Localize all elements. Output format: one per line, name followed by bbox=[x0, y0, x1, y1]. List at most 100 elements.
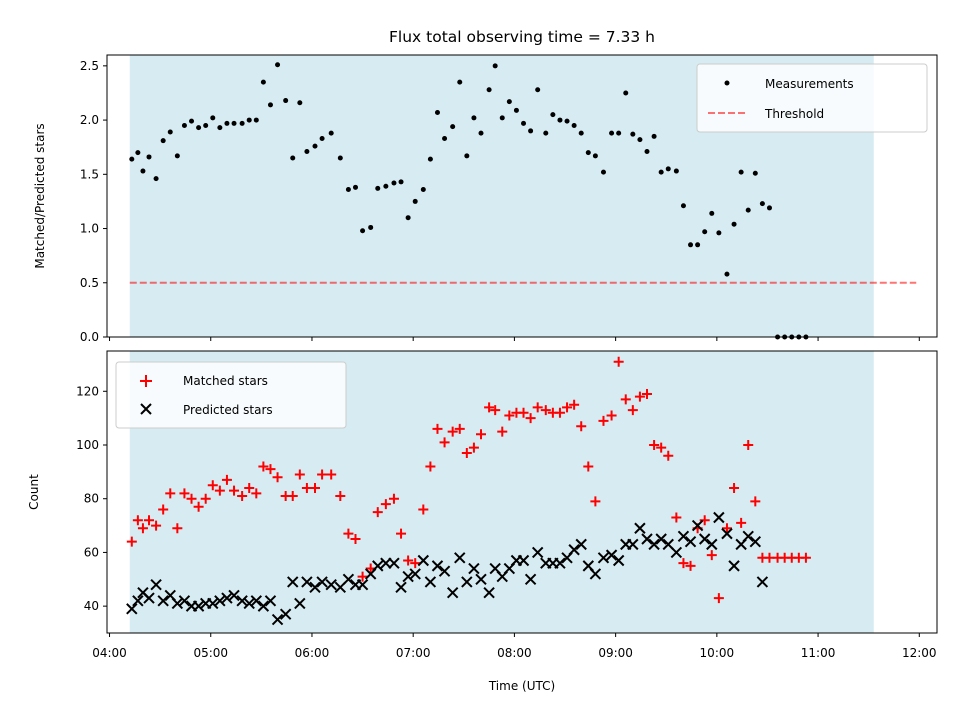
measurement-point bbox=[535, 87, 541, 93]
matched-star-marker bbox=[326, 469, 337, 480]
measurement-point bbox=[609, 130, 615, 136]
matched-star-marker bbox=[518, 407, 529, 418]
measurement-point bbox=[140, 168, 146, 174]
measurement-point bbox=[578, 130, 584, 136]
matched-star-marker bbox=[396, 528, 407, 539]
measurement-point bbox=[528, 128, 534, 134]
matched-star-marker bbox=[721, 523, 732, 534]
measurement-point bbox=[471, 115, 477, 121]
measurement-point bbox=[688, 242, 694, 248]
measurement-point bbox=[153, 176, 159, 182]
measurement-point bbox=[738, 169, 744, 175]
matched-star-marker bbox=[244, 482, 255, 493]
measurement-point bbox=[644, 149, 650, 155]
measurement-point bbox=[585, 150, 591, 156]
measurement-point bbox=[328, 130, 334, 136]
measurement-point bbox=[658, 169, 664, 175]
top-legend-box bbox=[696, 63, 928, 133]
measurement-point bbox=[189, 118, 195, 124]
matched-star-marker bbox=[132, 515, 143, 526]
top-ytick-label: 0.0 bbox=[80, 330, 99, 344]
matched-star-marker bbox=[403, 555, 414, 566]
predicted-star-marker bbox=[316, 576, 328, 588]
matched-star-marker bbox=[179, 488, 190, 499]
predicted-star-marker bbox=[749, 535, 762, 548]
measurement-point bbox=[434, 109, 440, 115]
predicted-star-marker bbox=[706, 538, 718, 551]
legend-marker-measurements bbox=[724, 80, 730, 86]
matched-star-marker bbox=[671, 512, 682, 523]
measurement-point bbox=[442, 136, 448, 142]
matched-star-marker bbox=[350, 534, 361, 544]
measurement-point bbox=[731, 221, 737, 227]
predicted-star-marker bbox=[409, 568, 421, 580]
predicted-star-marker bbox=[634, 522, 646, 534]
matched-star-marker bbox=[251, 488, 262, 499]
matched-star-marker bbox=[214, 485, 225, 496]
measurement-point bbox=[167, 129, 173, 135]
matched-star-marker bbox=[685, 560, 696, 571]
measurement-point bbox=[290, 155, 296, 161]
measurement-point bbox=[651, 133, 657, 139]
predicted-star-marker bbox=[257, 600, 270, 612]
matched-star-marker bbox=[525, 413, 536, 424]
top-panel: 0.0 0.5 1.0 1.5 2.0 2.5 Matched/Predicted sta… bbox=[33, 54, 938, 344]
legend-marker-matched-stars bbox=[140, 375, 152, 387]
measurement-point bbox=[513, 107, 519, 113]
legend-label-measurements: Measurements bbox=[765, 77, 854, 91]
matched-star-marker bbox=[490, 405, 501, 416]
predicted-star-marker bbox=[279, 608, 292, 620]
measurement-point bbox=[253, 117, 259, 123]
matched-star-marker bbox=[649, 440, 660, 450]
predicted-star-marker bbox=[713, 511, 725, 524]
predicted-star-marker bbox=[554, 557, 566, 569]
xtick-label: 09:00 bbox=[598, 646, 633, 660]
matched-star-marker bbox=[221, 474, 232, 485]
matched-star-marker bbox=[158, 504, 169, 515]
measurement-point bbox=[506, 99, 512, 105]
xtick-label: 10:00 bbox=[700, 646, 735, 660]
predicted-star-marker bbox=[287, 576, 299, 588]
measurement-point bbox=[521, 120, 527, 126]
bottom-ytick-label: 40 bbox=[84, 599, 99, 613]
matched-star-marker bbox=[634, 391, 645, 402]
predicted-star-marker bbox=[388, 557, 400, 569]
predicted-star-marker bbox=[143, 592, 155, 604]
predicted-star-marker bbox=[294, 597, 306, 610]
predicted-star-marker bbox=[575, 538, 587, 551]
measurement-point bbox=[146, 154, 152, 160]
measurement-point bbox=[181, 123, 187, 128]
matched-star-marker bbox=[193, 501, 204, 512]
matched-star-marker bbox=[200, 493, 211, 504]
predicted-star-marker bbox=[132, 595, 144, 607]
matched-star-marker bbox=[186, 493, 197, 504]
predicted-star-marker bbox=[309, 581, 321, 594]
predicted-star-marker bbox=[612, 554, 625, 567]
predicted-star-marker bbox=[648, 538, 660, 551]
bottom-legend-box bbox=[115, 361, 347, 429]
measurement-point bbox=[375, 185, 381, 191]
top-legend: Measurements Threshold bbox=[696, 63, 928, 133]
predicted-star-marker bbox=[126, 603, 138, 615]
predicted-star-marker bbox=[356, 578, 369, 591]
matched-star-marker bbox=[461, 448, 472, 459]
measurement-point bbox=[196, 125, 202, 131]
predicted-star-marker bbox=[597, 552, 610, 564]
predicted-star-marker bbox=[342, 573, 355, 585]
predicted-star-marker bbox=[380, 557, 392, 569]
measurement-point bbox=[391, 180, 397, 186]
measurement-point bbox=[283, 98, 289, 104]
matched-star-marker bbox=[598, 415, 609, 426]
predicted-star-marker bbox=[728, 560, 740, 572]
measurement-point bbox=[695, 242, 701, 248]
measurement-point bbox=[297, 100, 303, 106]
predicted-star-marker bbox=[192, 600, 205, 612]
measurement-point bbox=[550, 112, 556, 118]
matched-star-marker bbox=[736, 517, 747, 528]
measurement-point bbox=[492, 63, 498, 69]
legend-label-matched-stars: Matched stars bbox=[183, 374, 268, 388]
measurement-point bbox=[129, 156, 135, 162]
matched-star-marker bbox=[335, 491, 346, 502]
matched-star-marker bbox=[317, 469, 328, 480]
